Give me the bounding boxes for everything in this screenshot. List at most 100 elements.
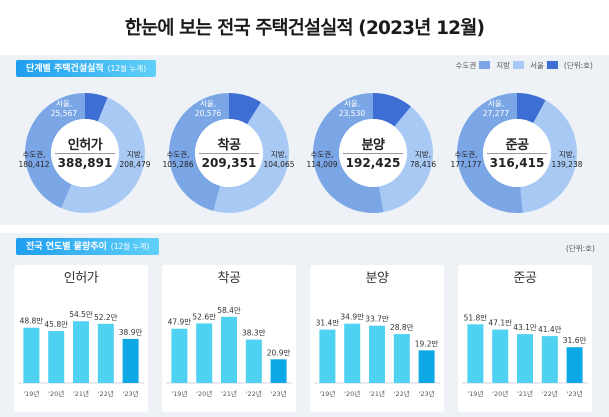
x-tick-label: '20년 [48, 389, 64, 398]
trend-unit: (단위:호) [565, 244, 595, 253]
bar [171, 328, 188, 383]
donut-center-name: 준공 [505, 138, 529, 153]
bar-value-label: 47.9만 [168, 318, 192, 327]
legend-local-swatch [513, 61, 525, 69]
bar-panel-starts: 착공 47.9만 '19년 52.6만 '20년 58.4만 '21년 38.3만 '22년 20… [162, 265, 296, 412]
donut-label-local-name: 지방, [414, 150, 432, 159]
donut-starts: 착공 209,351 서울, 20,576 수도권, 105,286 지방, 104,065 [162, 92, 295, 214]
donut-label-seoul: 서울, 23,530 [332, 99, 372, 119]
page-title: 한눈에 보는 전국 주택건설실적 (2023년 12월) [124, 18, 485, 39]
donut-sales: 분양 192,425 서울, 23,530 수도권, 114,009 지방, 78,416 [306, 92, 436, 214]
donut-center-name: 착공 [217, 138, 241, 153]
donut-label-seoul-value: 23,530 [338, 109, 366, 118]
bar [122, 338, 139, 383]
bar [270, 359, 287, 383]
donut-slice-local [61, 97, 145, 213]
x-tick-label: '21년 [73, 389, 89, 398]
bar [566, 347, 583, 383]
bar-value-label: 31.4만 [316, 319, 340, 328]
bar-panel-title: 준공 [513, 271, 537, 286]
donut-label-seoul-value: 25,567 [50, 109, 78, 118]
donut-slice-capital [313, 93, 384, 213]
section-tag-trend-label: 전국 연도별 물량추이 [26, 242, 107, 252]
donut-center-name: 인허가 [67, 138, 103, 153]
donut-slice-seoul [229, 93, 261, 125]
donut-slice-capital [168, 93, 229, 211]
bar-value-label: 20.9만 [267, 348, 291, 357]
donut-label-local-value: 208,479 [119, 160, 151, 169]
bar-chart-completions: 51.8만 '19년 47.1만 '20년 43.1만 '21년 41.4만 '22년 31.6… [462, 313, 588, 398]
donut-label-local-name: 지방, [558, 150, 576, 159]
bar-value-label: 43.1만 [513, 323, 537, 332]
donut-center-total: 388,891 [57, 156, 113, 170]
bar [467, 324, 484, 383]
bar [517, 334, 533, 383]
legend-unit: (단위:호) [563, 61, 593, 70]
x-tick-label: '23년 [567, 389, 583, 398]
bar-panel-completions: 준공 51.8만 '19년 47.1만 '20년 43.1만 '21년 41.4만 '22년 31… [458, 265, 592, 412]
donut-label-capital-value: 177,177 [450, 160, 482, 169]
bar [344, 323, 361, 383]
donut-label-seoul-name: 서울, [55, 99, 73, 108]
bar [73, 321, 89, 383]
bar-value-label: 45.8만 [44, 320, 68, 329]
section-tag-trend: 전국 연도별 물량추이 (12월 누계) [16, 238, 160, 255]
donut-label-seoul-value: 27,277 [482, 109, 510, 118]
bar-panel-permits: 인허가 48.8만 '19년 45.8만 '20년 54.5만 '21년 52.2만 '22년 3… [14, 265, 148, 412]
bar-value-label: 28.8만 [390, 323, 414, 332]
donut-label-capital-name: 수도권, [454, 150, 478, 159]
bar-value-label: 19.2만 [415, 339, 439, 348]
x-tick-label: '19년 [319, 389, 335, 398]
donut-label-local: 지방, 208,479 [113, 150, 157, 170]
donut-permits: 인허가 388,891 서울, 25,567 수도권, 180,412 지방, 208,479 [18, 92, 151, 214]
donut-center-total: 192,425 [345, 156, 401, 170]
bar [319, 329, 336, 383]
bar [221, 316, 237, 383]
legend-capital-swatch [479, 61, 491, 69]
bar-value-label: 54.5만 [69, 310, 93, 319]
bar-value-label: 41.4만 [538, 325, 562, 334]
donut-slice-seoul [517, 93, 546, 124]
bar-chart-sales: 31.4만 '19년 34.9만 '20년 33.7만 '21년 28.8만 '22년 19.2… [314, 313, 440, 398]
donut-slice-seoul [85, 93, 108, 122]
donut-label-local: 지방, 78,416 [401, 150, 445, 170]
donut-label-local-value: 104,065 [263, 160, 295, 169]
legend-local-label: 지방 [496, 61, 511, 70]
x-tick-label: '23년 [419, 389, 435, 398]
donut-label-capital: 수도권, 114,009 [302, 150, 342, 170]
donut-label-seoul-name: 서울, [487, 99, 505, 108]
x-tick-label: '19년 [467, 389, 483, 398]
donut-label-local-value: 78,416 [409, 160, 437, 169]
donut-label-capital-value: 105,286 [162, 160, 194, 169]
section-tag-stages-label: 단계별 주택건설실적 [26, 64, 104, 74]
bar [196, 323, 213, 383]
donut-center-name: 분양 [361, 138, 385, 153]
x-tick-label: '22년 [542, 389, 558, 398]
donut-label-local-name: 지방, [126, 150, 144, 159]
donut-label-capital-value: 114,009 [306, 160, 338, 169]
legend-capital: 수도권 [456, 60, 491, 71]
bar-value-label: 33.7만 [365, 315, 389, 324]
bar-chart-starts: 47.9만 '19년 52.6만 '20년 58.4만 '21년 38.3만 '22년 20.9… [166, 306, 292, 398]
section-tag-stages-sub: (12월 누계) [107, 64, 147, 73]
legend-local: 지방 [496, 60, 525, 71]
donut-ring-starts [168, 93, 289, 213]
center-divider [55, 153, 115, 154]
donut-label-capital-name: 수도권, [310, 150, 334, 159]
x-tick-label: '23년 [271, 389, 287, 398]
x-tick-label: '23년 [123, 389, 139, 398]
donut-label-seoul-value: 20,576 [194, 109, 222, 118]
x-tick-label: '19년 [171, 389, 187, 398]
bar-panel-title: 착공 [217, 271, 241, 286]
donut-label-seoul-name: 서울, [199, 99, 217, 108]
x-tick-label: '21년 [369, 389, 385, 398]
x-tick-label: '22년 [246, 389, 262, 398]
bar-value-label: 31.6만 [563, 336, 587, 345]
x-tick-label: '22년 [394, 389, 410, 398]
bar [245, 339, 262, 383]
donut-label-capital-name: 수도권, [22, 150, 46, 159]
section-tag-stages: 단계별 주택건설실적 (12월 누계) [16, 60, 157, 77]
bar-panel-title: 인허가 [63, 271, 99, 286]
bar [492, 329, 509, 383]
donut-slice-local [213, 102, 289, 213]
